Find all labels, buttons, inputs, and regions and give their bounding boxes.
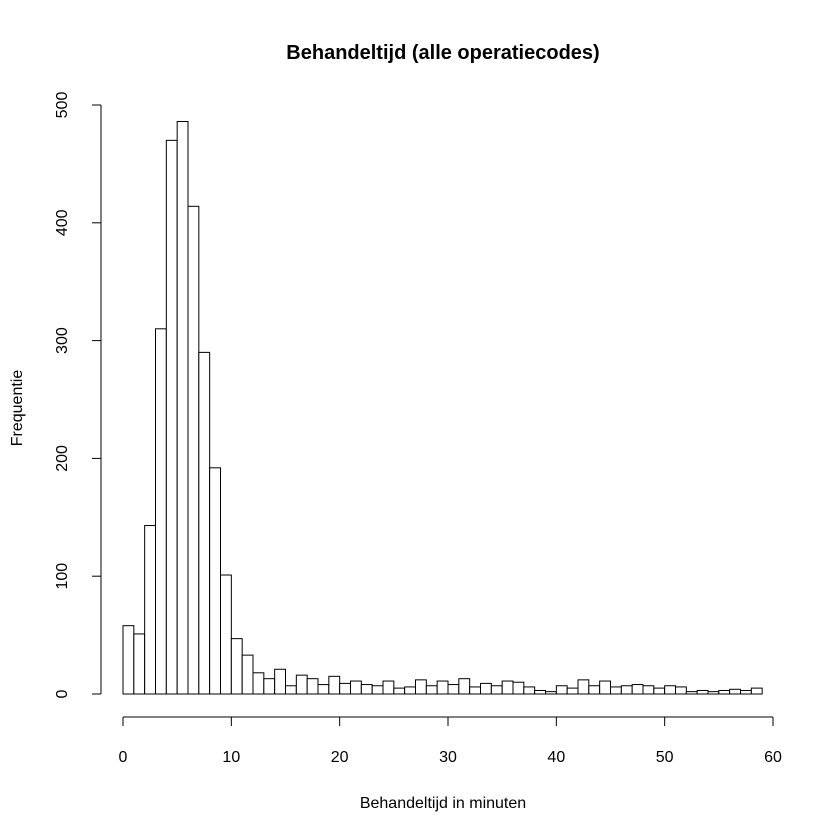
y-tick-label: 400 <box>54 209 71 236</box>
x-tick-label: 50 <box>656 749 674 766</box>
x-tick-label: 40 <box>547 749 565 766</box>
x-tick-label: 10 <box>222 749 240 766</box>
histogram-bar <box>501 680 514 695</box>
histogram-bar <box>718 689 731 695</box>
histogram-bar <box>176 120 189 695</box>
histogram-bar <box>740 689 752 695</box>
histogram-bar <box>252 672 265 695</box>
histogram-bar <box>480 682 492 695</box>
histogram-bar <box>425 685 438 695</box>
histogram-bar <box>469 686 481 695</box>
histogram-bar <box>523 686 536 695</box>
histogram-bar <box>122 625 135 695</box>
y-tick-label: 100 <box>54 563 71 590</box>
histogram-bar <box>512 681 525 695</box>
x-axis: 0 10 20 30 40 50 60 <box>119 716 782 766</box>
histogram-bar <box>664 685 677 695</box>
histogram-bar <box>545 691 557 695</box>
histogram-bar <box>750 687 763 695</box>
y-tick-label: 200 <box>54 445 71 472</box>
histogram-bar <box>220 574 232 695</box>
histogram-bar <box>274 668 286 695</box>
histogram-bar <box>339 682 351 695</box>
histogram-bar <box>295 674 308 695</box>
histogram-bar <box>230 638 243 695</box>
histogram-bar <box>317 684 330 695</box>
histogram-bar <box>675 686 687 695</box>
x-tick-label: 30 <box>439 749 457 766</box>
histogram-bar <box>577 679 590 695</box>
histogram-bar <box>165 139 178 695</box>
y-axis: 0 100 200 300 400 500 <box>54 92 102 698</box>
histogram-bar <box>588 685 601 695</box>
histogram-bar <box>642 685 655 695</box>
histogram-bar <box>436 680 449 695</box>
x-tick-label: 60 <box>764 749 782 766</box>
histogram-bar <box>610 686 622 695</box>
histogram-bar <box>404 686 416 695</box>
bars-group <box>122 120 763 695</box>
histogram-bar <box>306 678 319 695</box>
histogram-bar <box>458 678 471 695</box>
histogram-bar <box>631 684 644 695</box>
y-tick-label: 500 <box>54 92 71 119</box>
histogram-bar <box>534 689 547 695</box>
histogram-bar <box>187 205 200 695</box>
y-tick-label: 300 <box>54 327 71 354</box>
x-tick-label: 20 <box>331 749 349 766</box>
histogram-bar <box>653 687 666 695</box>
histogram-bar <box>263 678 276 695</box>
histogram-bar <box>696 689 709 695</box>
x-tick-label: 0 <box>119 749 128 766</box>
chart-title: Behandeltijd (alle operatiecodes) <box>286 42 599 64</box>
histogram-bar <box>707 691 720 695</box>
histogram-bar <box>133 633 146 695</box>
histogram-bar <box>328 675 341 695</box>
y-axis-label: Frequentie <box>9 370 26 447</box>
histogram-bar <box>393 687 406 695</box>
histogram-bar <box>447 684 460 695</box>
histogram-bar <box>566 687 579 695</box>
histogram-bar <box>490 685 503 695</box>
histogram-bar <box>198 351 211 695</box>
histogram-bar <box>350 680 362 695</box>
histogram-bar <box>209 467 222 695</box>
x-axis-label: Behandeltijd in minuten <box>360 795 526 812</box>
histogram-bar <box>415 679 427 695</box>
histogram-bar <box>360 684 373 695</box>
histogram-bar <box>144 525 157 695</box>
histogram-bar <box>729 688 742 695</box>
y-tick-label: 0 <box>54 689 71 698</box>
histogram-bar <box>155 328 167 695</box>
histogram-bar <box>685 691 698 695</box>
histogram-bar <box>371 685 384 695</box>
histogram-bar <box>285 685 297 695</box>
histogram-bar <box>555 685 568 695</box>
histogram-bar <box>620 685 633 695</box>
histogram-bar <box>382 680 395 695</box>
histogram-bar <box>599 680 612 695</box>
histogram-bar <box>241 654 254 695</box>
